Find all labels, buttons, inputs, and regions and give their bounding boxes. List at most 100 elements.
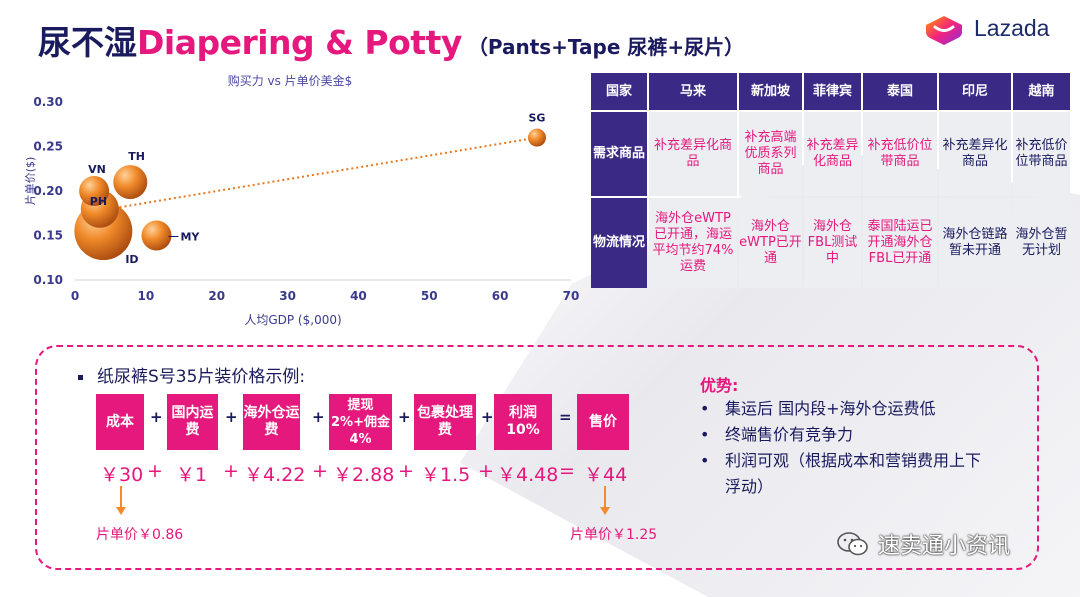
table-cell: 海外仓暂无计划 <box>1013 198 1070 288</box>
table-header: 国家 <box>591 73 647 110</box>
profit-value: ￥4.48 <box>497 464 559 486</box>
lazada-logo: Lazada <box>922 10 1049 46</box>
wechat-icon <box>837 532 868 556</box>
equals-sign: = <box>559 408 572 426</box>
table-cell: 补充高端优质系列商品 <box>739 112 802 196</box>
unit-price-left: 片单价￥0.86 <box>96 527 184 543</box>
title-en: Diapering & Potty <box>137 23 462 62</box>
data-point-sg <box>527 128 546 147</box>
y-tick-label: 0.30 <box>33 95 63 109</box>
watermark-text: 速卖通小资讯 <box>878 534 1011 559</box>
example-title: 纸尿裤S号35片装价格示例: <box>78 362 305 387</box>
advantages-list: 集运后 国内段+海外仓运费低 终端售价有竞争力 利润可观（根据成本和营销费用上下… <box>700 396 995 500</box>
advantage-item: 集运后 国内段+海外仓运费低 <box>700 396 995 422</box>
plus-sign: + <box>478 460 494 482</box>
title-cn: 尿不湿 <box>38 23 137 62</box>
data-label: TH <box>128 150 145 163</box>
x-axis-label: 人均GDP ($,000) <box>244 313 341 327</box>
arrow-down-icon <box>116 507 126 515</box>
plus-sign: + <box>147 460 163 482</box>
advantage-item: 利润可观（根据成本和营销费用上下浮动） <box>700 448 995 500</box>
row-label: 需求商品 <box>591 112 647 196</box>
y-tick-label: 0.10 <box>33 273 63 287</box>
selling-price-box: 售价 <box>577 394 629 450</box>
selling-price-value: ￥44 <box>584 464 628 486</box>
cost-value: ￥30 <box>100 464 144 486</box>
package-handling-box: 包裹处理费 <box>414 394 476 450</box>
x-tick-label: 20 <box>208 289 225 303</box>
y-tick-label: 0.15 <box>33 229 63 243</box>
table-cell: 补充差异化商品 <box>939 112 1011 196</box>
overseas-warehouse-freight-box: 海外仓运费 <box>243 394 300 450</box>
domestic-freight-value: ￥1 <box>176 464 208 486</box>
cost-box: 成本 <box>96 394 144 450</box>
table-header: 菲律宾 <box>804 73 861 110</box>
y-axis-label: 片单价($) <box>24 157 37 206</box>
logo-text: Lazada <box>974 14 1050 41</box>
table-row: 物流情况 海外仓eWTP已开通，海运平均节约74%运费 海外仓eWTP已开通 海… <box>591 198 1070 288</box>
arrow-line <box>604 486 606 508</box>
data-label: SG <box>529 112 546 125</box>
plus-sign: + <box>225 408 238 426</box>
plus-sign: + <box>481 408 494 426</box>
data-point-th <box>113 165 148 200</box>
arrow-line <box>120 486 122 508</box>
data-point-my <box>141 220 172 251</box>
data-label: MY <box>180 231 200 244</box>
table-cell: 补充差异化商品 <box>804 112 861 196</box>
table-header: 印尼 <box>939 73 1011 110</box>
x-tick-label: 50 <box>421 289 438 303</box>
data-label: ID <box>125 253 138 266</box>
plus-sign: + <box>312 460 328 482</box>
page-title: 尿不湿Diapering & Potty （Pants+Tape 尿裤+尿片） <box>38 16 744 64</box>
arrow-down-icon <box>600 507 610 515</box>
plus-sign: + <box>223 460 239 482</box>
y-tick-label: 0.25 <box>33 140 63 154</box>
table-header-row: 国家 马来 新加坡 菲律宾 泰国 印尼 越南 <box>591 73 1070 110</box>
table-cell: 海外仓eWTP已开通 <box>739 198 802 288</box>
commission-value: ￥2.88 <box>333 464 395 486</box>
data-label: VN <box>88 163 106 176</box>
table-cell: 海外仓eWTP已开通，海运平均节约74%运费 <box>649 198 737 288</box>
table-row: 需求商品 补充差异化商品 补充高端优质系列商品 补充差异化商品 补充低价位带商品… <box>591 112 1070 196</box>
overseas-freight-value: ￥4.22 <box>244 464 306 486</box>
table-header: 越南 <box>1013 73 1070 110</box>
table-header: 马来 <box>649 73 737 110</box>
table-cell: 补充差异化商品 <box>649 112 737 196</box>
table-cell: 泰国陆运已开通海外仓FBL已开通 <box>863 198 937 288</box>
data-label: PH <box>90 195 107 208</box>
trendline <box>99 136 538 212</box>
x-tick-label: 10 <box>138 289 155 303</box>
x-tick-label: 30 <box>279 289 296 303</box>
table-cell: 海外仓FBL测试中 <box>804 198 861 288</box>
unit-price-right: 片单价￥1.25 <box>570 527 658 543</box>
x-tick-label: 70 <box>563 289 580 303</box>
x-tick-label: 60 <box>492 289 509 303</box>
x-tick-label: 40 <box>350 289 367 303</box>
example-title-text: 纸尿裤S号35片装价格示例: <box>97 367 306 387</box>
plus-sign: + <box>398 460 414 482</box>
domestic-freight-box: 国内运费 <box>167 394 218 450</box>
table-cell: 补充低价位带商品 <box>863 112 937 196</box>
table-cell: 海外仓链路暂未开通 <box>939 198 1011 288</box>
advantage-item: 终端售价有竞争力 <box>700 422 995 448</box>
scatter-chart: 0 10 20 30 40 50 60 70 0.10 0.15 0.20 0.25 0.30 人均GDP… <box>24 95 580 327</box>
data-point-vn <box>79 176 110 206</box>
lazada-heart-icon <box>926 16 962 45</box>
y-tick-label: 0.20 <box>33 184 63 198</box>
country-table: 国家 马来 新加坡 菲律宾 泰国 印尼 越南 需求商品 补充差异化商品 补充高端… <box>589 71 1072 290</box>
equals-sign: = <box>559 460 575 482</box>
plus-sign: + <box>398 408 411 426</box>
row-label: 物流情况 <box>591 198 647 288</box>
table-header: 新加坡 <box>739 73 802 110</box>
table-cell: 补充低价位带商品 <box>1013 112 1070 196</box>
watermark: 速卖通小资讯 <box>836 528 1010 560</box>
plus-sign: + <box>312 408 325 426</box>
profit-box: 利润10% <box>494 394 552 450</box>
chart-title: 购买力 vs 片单价美金$ <box>227 74 353 88</box>
price-example-frame <box>35 345 1039 570</box>
withdrawal-commission-box: 提现2%+佣金4% <box>329 394 392 450</box>
table-header: 泰国 <box>863 73 937 110</box>
advantages-title: 优势: <box>700 376 739 395</box>
x-tick-label: 0 <box>71 289 79 303</box>
